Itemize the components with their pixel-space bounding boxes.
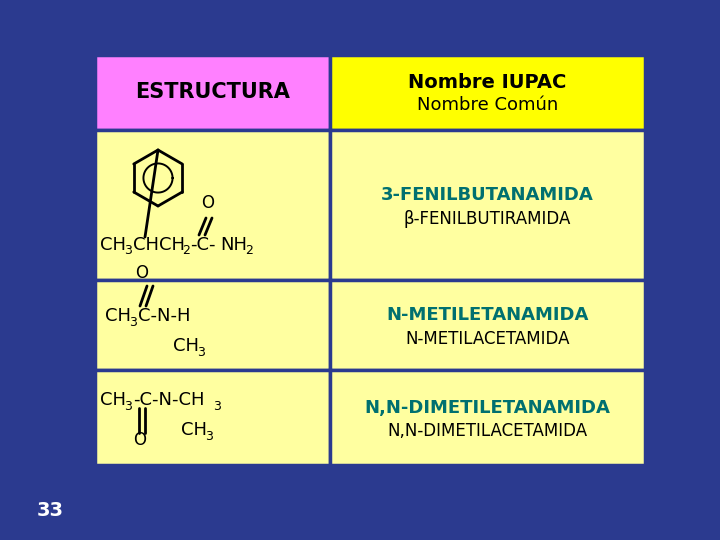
Text: N,N-DIMETILETANAMIDA: N,N-DIMETILETANAMIDA (364, 399, 611, 416)
Text: N,N-DIMETILACETAMIDA: N,N-DIMETILACETAMIDA (387, 422, 588, 441)
Text: C-N-H: C-N-H (138, 307, 191, 325)
FancyBboxPatch shape (330, 130, 645, 280)
Text: 3: 3 (213, 400, 221, 413)
Text: 3: 3 (129, 315, 137, 328)
Text: CHCH: CHCH (133, 236, 185, 254)
Text: 3: 3 (124, 400, 132, 413)
Text: O: O (201, 194, 214, 212)
FancyBboxPatch shape (95, 280, 330, 370)
Text: 3: 3 (205, 429, 213, 442)
Text: O: O (135, 264, 148, 282)
Text: 3-FENILBUTANAMIDA: 3-FENILBUTANAMIDA (381, 186, 594, 204)
FancyBboxPatch shape (330, 55, 645, 130)
Text: 3: 3 (124, 245, 132, 258)
FancyBboxPatch shape (95, 370, 330, 465)
Text: 2: 2 (182, 245, 190, 258)
Text: CH: CH (173, 337, 199, 355)
Text: CH: CH (105, 307, 131, 325)
Text: CH: CH (100, 391, 126, 409)
Text: 33: 33 (37, 501, 63, 519)
FancyBboxPatch shape (95, 55, 330, 130)
FancyBboxPatch shape (330, 280, 645, 370)
FancyBboxPatch shape (95, 130, 330, 280)
Text: Nombre Común: Nombre Común (417, 96, 558, 113)
Text: -C-N-CH: -C-N-CH (133, 391, 204, 409)
Text: CH: CH (100, 236, 126, 254)
Text: CH: CH (181, 421, 207, 439)
Text: 2: 2 (245, 245, 253, 258)
Text: O: O (133, 431, 146, 449)
Text: NH: NH (220, 236, 247, 254)
Text: N-METILACETAMIDA: N-METILACETAMIDA (405, 330, 570, 348)
Text: 3: 3 (197, 346, 205, 359)
Text: ESTRUCTURA: ESTRUCTURA (135, 83, 290, 103)
Text: β-FENILBUTIRAMIDA: β-FENILBUTIRAMIDA (404, 210, 571, 228)
Text: N-METILETANAMIDA: N-METILETANAMIDA (387, 306, 589, 324)
Text: Nombre IUPAC: Nombre IUPAC (408, 73, 567, 92)
Text: -C-: -C- (190, 236, 215, 254)
FancyBboxPatch shape (330, 370, 645, 465)
